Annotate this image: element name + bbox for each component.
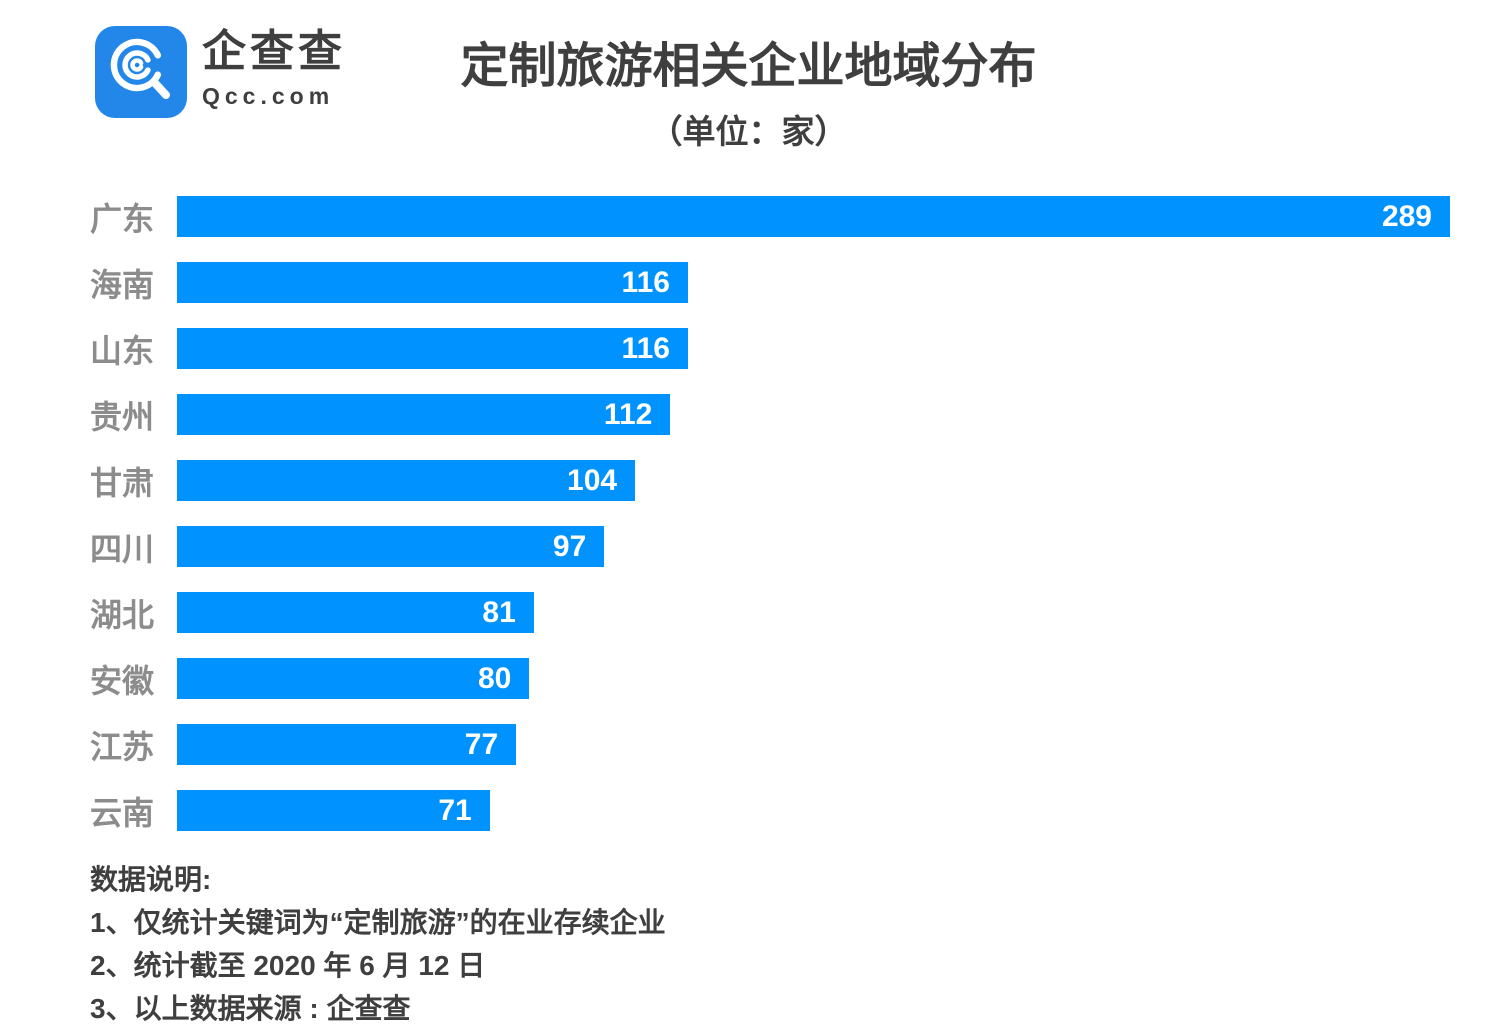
value-label: 97 (552, 529, 587, 563)
category-label: 安徽 (90, 662, 155, 699)
title-block: 定制旅游相关企业地域分布 （单位：家） (0, 0, 1497, 153)
value-label: 71 (438, 793, 472, 827)
bar-row: 海南 116 (90, 262, 1450, 303)
category-label: 甘肃 (90, 464, 155, 501)
bar-track: 116 (177, 262, 1450, 303)
bar: 289 (177, 196, 1450, 237)
notes-heading: 数据说明: (90, 864, 212, 895)
bar-row: 贵州 112 (90, 394, 1450, 435)
bar-chart: 广东 289 海南 116 山东 116 贵州 112 甘肃 104 四川 97 湖北 81 安徽 80 江苏 7… (0, 196, 1497, 831)
bar-row: 云南 71 (90, 790, 1450, 831)
value-label: 112 (603, 397, 653, 431)
value-label: 80 (478, 661, 512, 695)
value-label: 77 (464, 727, 499, 761)
bar-track: 81 (177, 592, 1450, 633)
header: 企查查 Qcc.com 定制旅游相关企业地域分布 （单位：家） (0, 0, 1497, 196)
category-label: 江苏 (90, 728, 155, 765)
bar: 116 (177, 328, 688, 369)
qcc-logo-icon (95, 26, 187, 118)
brand-text: 企查查 Qcc.com (202, 26, 346, 110)
value-label: 289 (1381, 199, 1432, 233)
category-label: 湖北 (90, 596, 155, 633)
bar: 81 (177, 592, 534, 633)
category-label: 海南 (90, 266, 155, 303)
bar: 112 (177, 394, 671, 435)
bar-track: 71 (177, 790, 1450, 831)
bar-track: 289 (177, 196, 1450, 237)
bar: 97 (177, 526, 605, 567)
note-line: 2、统计截至 2020 年 6 月 12 日 (90, 950, 486, 981)
value-label: 116 (621, 265, 670, 299)
value-label: 81 (482, 595, 516, 629)
brand-domain: Qcc.com (202, 83, 335, 110)
data-notes: 数据说明: 1、仅统计关键词为“定制旅游”的在业存续企业 2、统计截至 2020… (0, 856, 1497, 1026)
chart-title: 定制旅游相关企业地域分布 (460, 40, 1037, 93)
bar-track: 104 (177, 460, 1450, 501)
bar: 77 (177, 724, 517, 765)
bar-row: 安徽 80 (90, 658, 1450, 699)
bar-track: 77 (177, 724, 1450, 765)
bar-track: 80 (177, 658, 1450, 699)
note-line: 1、仅统计关键词为“定制旅游”的在业存续企业 (90, 907, 666, 938)
value-label: 116 (621, 331, 670, 365)
bar: 116 (177, 262, 688, 303)
category-label: 云南 (90, 794, 155, 831)
brand: 企查查 Qcc.com (95, 26, 346, 118)
note-line: 3、以上数据来源 : 企查查 (90, 993, 411, 1024)
bar-row: 山东 116 (90, 328, 1450, 369)
bar-row: 四川 97 (90, 526, 1450, 567)
bar-row: 甘肃 104 (90, 460, 1450, 501)
chart-subtitle: （单位：家） (649, 113, 848, 151)
bar: 104 (177, 460, 636, 501)
brand-name: 企查查 (202, 27, 346, 76)
category-label: 山东 (90, 332, 155, 369)
bar-row: 广东 289 (90, 196, 1450, 237)
bar-track: 97 (177, 526, 1450, 567)
value-label: 104 (567, 463, 618, 497)
bar: 80 (177, 658, 530, 699)
category-label: 贵州 (90, 398, 155, 435)
category-label: 广东 (90, 200, 155, 237)
bar: 71 (177, 790, 490, 831)
category-label: 四川 (90, 530, 155, 567)
bar-track: 116 (177, 328, 1450, 369)
bar-row: 湖北 81 (90, 592, 1450, 633)
bar-track: 112 (177, 394, 1450, 435)
bar-row: 江苏 77 (90, 724, 1450, 765)
